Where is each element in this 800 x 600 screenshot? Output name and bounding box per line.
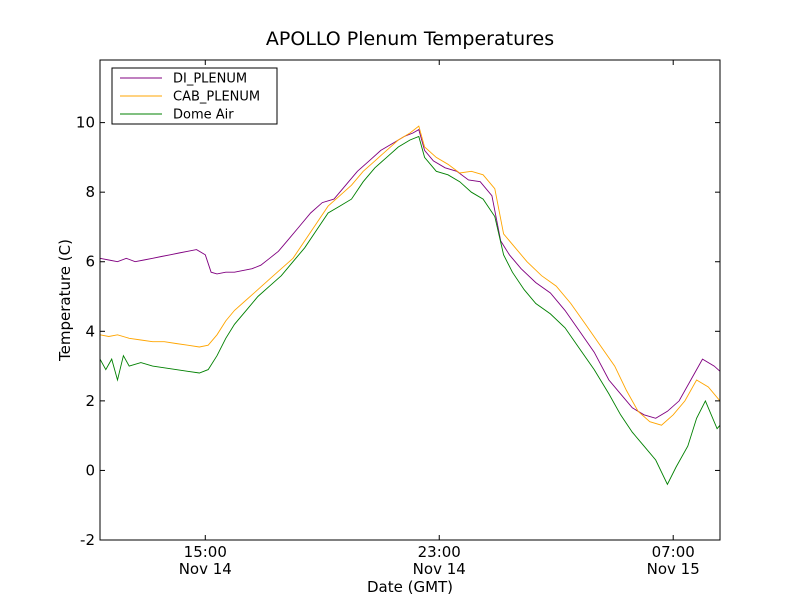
x-tick-label-date: Nov 14 <box>179 560 232 578</box>
legend-label: DI_PLENUM <box>173 72 247 87</box>
x-axis-title: Date (GMT) <box>367 578 453 596</box>
plot-frame <box>99 59 721 541</box>
x-tick-label-time: 15:00 <box>184 543 227 561</box>
chart-title: APOLLO Plenum Temperatures <box>266 28 554 50</box>
y-tick-label: 6 <box>85 253 95 271</box>
x-tick-label-time: 23:00 <box>418 543 461 561</box>
y-tick-label: 0 <box>85 461 95 479</box>
series-line-cab-plenum <box>100 125 720 426</box>
series-line-di-plenum <box>100 128 720 419</box>
y-tick-label: -2 <box>80 531 95 549</box>
y-axis-title: Temperature (C) <box>56 239 74 362</box>
y-tick-label: 4 <box>85 322 95 340</box>
legend-label: CAB_PLENUM <box>173 90 260 105</box>
y-tick-label: 8 <box>85 183 95 201</box>
series-layer <box>100 125 720 486</box>
legend-label: Dome Air <box>173 108 234 123</box>
x-tick-label-time: 07:00 <box>652 543 695 561</box>
x-tick-label-date: Nov 14 <box>413 560 466 578</box>
legend: DI_PLENUM CAB_PLENUM Dome Air <box>111 67 278 125</box>
x-tick-label-date: Nov 15 <box>647 560 700 578</box>
y-tick-label: 10 <box>76 114 95 132</box>
y-tick-label: 2 <box>85 392 95 410</box>
series-line-dome-air <box>100 135 720 486</box>
